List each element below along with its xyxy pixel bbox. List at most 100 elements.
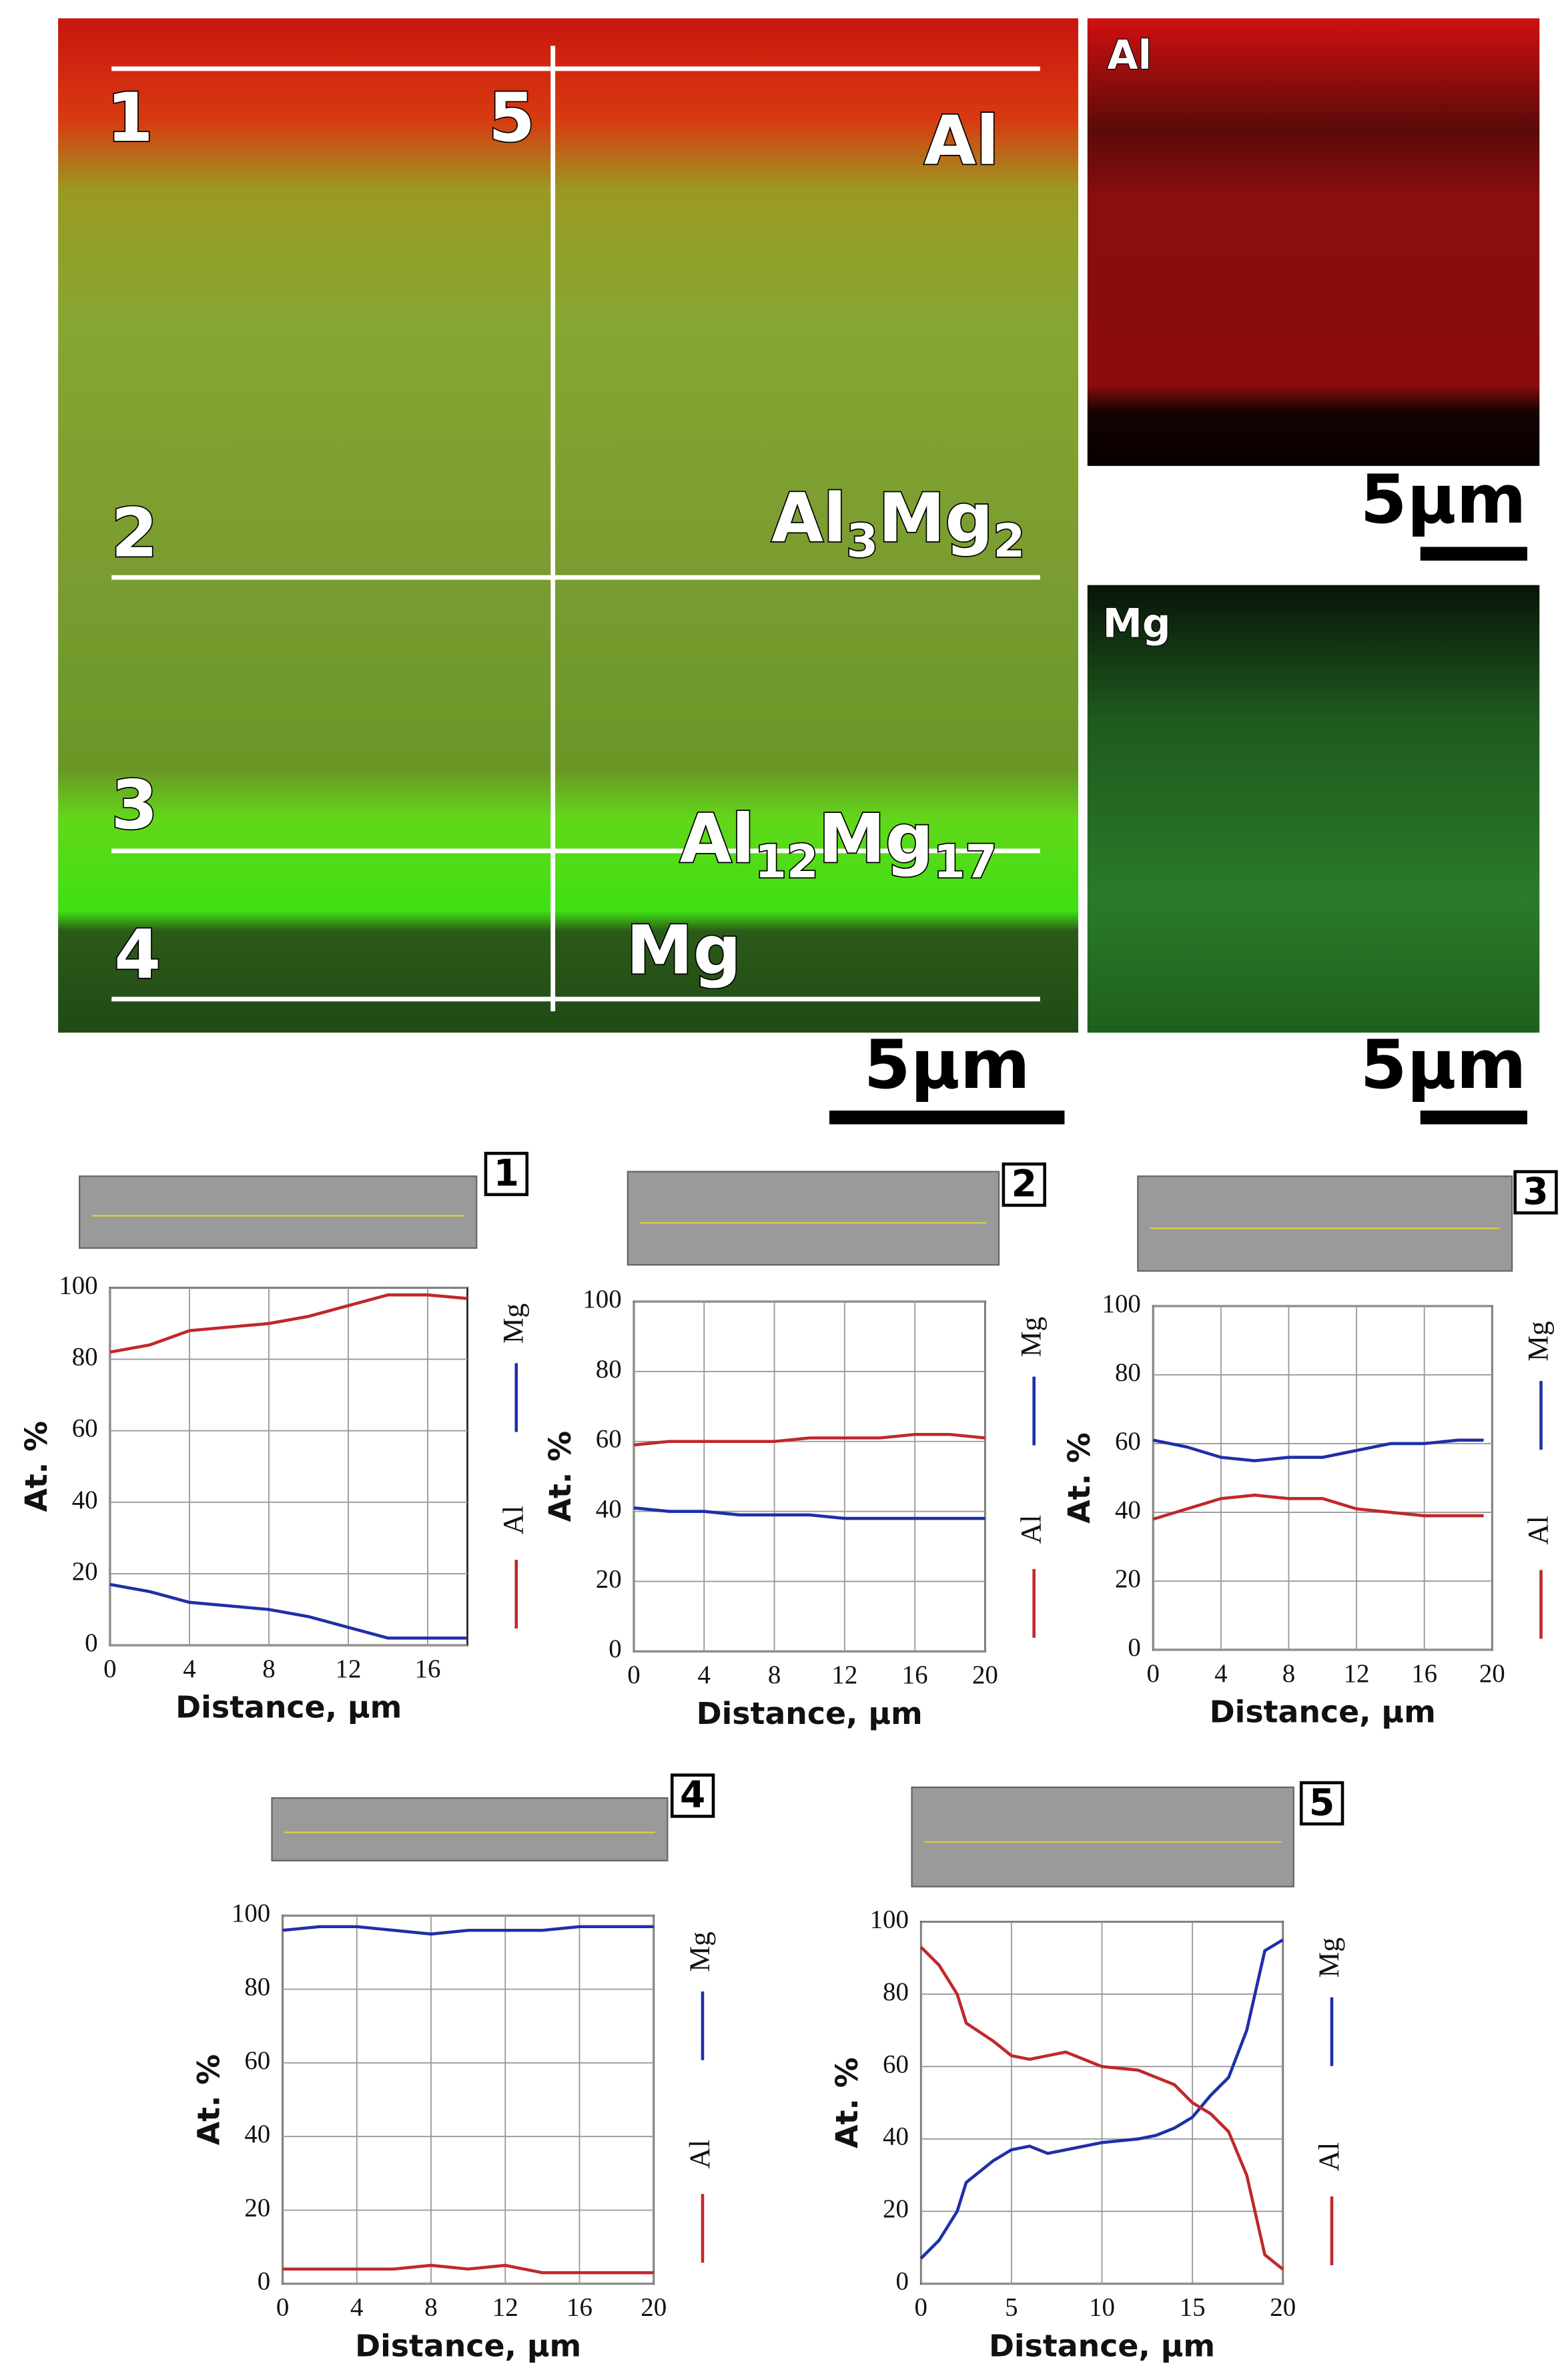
x-tick-label: 16 <box>902 1661 928 1689</box>
series-line <box>1152 1438 1484 1462</box>
y-tick-label: 100 <box>232 1899 270 1927</box>
phase-part: 3 <box>846 515 878 568</box>
y-tick-label: 60 <box>244 2046 270 2075</box>
chart-number: 2 <box>1012 1162 1037 1205</box>
legend-label: Al <box>498 1506 530 1534</box>
line-label: 5 <box>488 79 535 157</box>
chart-number: 3 <box>1523 1170 1548 1213</box>
y-axis-label: At. % <box>191 2054 226 2145</box>
y-tick-label: 40 <box>596 1494 622 1523</box>
x-tick-label: 10 <box>1089 2293 1115 2322</box>
scale-label: 5μm <box>1360 1026 1527 1104</box>
line-label: 2 <box>111 494 158 572</box>
y-tick-label: 20 <box>596 1564 622 1593</box>
x-tick-label: 12 <box>492 2293 518 2322</box>
x-tick-label: 4 <box>698 1661 711 1689</box>
x-tick-label: 12 <box>1344 1659 1370 1688</box>
inset-image <box>627 1171 1000 1266</box>
series-line <box>919 1946 1284 2271</box>
y-tick-label: 80 <box>883 1978 909 2006</box>
y-tick-label: 60 <box>72 1414 98 1443</box>
y-tick-label: 20 <box>883 2194 909 2223</box>
y-tick-label: 80 <box>244 1972 270 2001</box>
x-axis-label: Distance, μm <box>989 2328 1215 2363</box>
map-label: Mg <box>1103 601 1171 647</box>
y-axis-label: At. % <box>542 1431 578 1522</box>
series-line <box>633 1432 986 1447</box>
y-tick-label: 0 <box>609 1634 621 1663</box>
micrograph <box>58 18 1079 1033</box>
plot-area <box>109 1287 468 1647</box>
phase-label: Al12Mg17 <box>680 800 998 888</box>
x-axis-label: Distance, μm <box>697 1696 923 1731</box>
y-tick-label: 100 <box>582 1285 621 1313</box>
number-box <box>1002 1162 1046 1207</box>
y-tick-label: 100 <box>59 1271 97 1299</box>
inset-image <box>78 1175 478 1249</box>
legend-label: Al <box>684 2140 716 2168</box>
series-line <box>919 1938 1284 2260</box>
inset-image <box>911 1786 1294 1887</box>
x-tick-label: 8 <box>1282 1659 1295 1688</box>
x-tick-label: 8 <box>424 2293 437 2322</box>
x-tick-label: 16 <box>415 1655 441 1683</box>
chart-number: 4 <box>680 1773 705 1816</box>
y-tick-label: 80 <box>596 1355 622 1384</box>
x-axis-label: Distance, μm <box>355 2328 581 2363</box>
phase-part: Al <box>680 800 755 878</box>
mg-map <box>1087 585 1540 1033</box>
y-axis-label: At. % <box>19 1421 54 1512</box>
plot-area <box>1152 1305 1493 1651</box>
phase-part: 12 <box>755 836 819 889</box>
x-tick-label: 20 <box>1479 1659 1505 1688</box>
x-tick-label: 8 <box>262 1655 275 1683</box>
chart-number: 1 <box>494 1151 519 1194</box>
phase-part: Mg <box>878 479 993 557</box>
x-axis-label: Distance, μm <box>1210 1695 1436 1730</box>
number-box <box>484 1151 529 1197</box>
al-map <box>1087 18 1540 467</box>
x-tick-label: 4 <box>183 1655 196 1683</box>
series-line <box>282 2263 654 2275</box>
x-tick-label: 20 <box>641 2293 667 2322</box>
y-tick-label: 0 <box>896 2267 909 2296</box>
line-label: 4 <box>114 916 161 994</box>
x-tick-label: 0 <box>627 1661 640 1689</box>
plot-area <box>282 1914 655 2285</box>
scan-lines <box>111 45 1040 1012</box>
phase-part: Mg <box>819 800 933 878</box>
y-tick-label: 40 <box>244 2120 270 2148</box>
x-tick-label: 4 <box>350 2293 363 2322</box>
y-tick-label: 40 <box>883 2122 909 2151</box>
legend-label: Mg <box>498 1303 530 1344</box>
x-tick-label: 5 <box>1005 2293 1018 2322</box>
inset-image <box>271 1797 669 1861</box>
x-tick-label: 4 <box>1214 1659 1227 1688</box>
y-tick-label: 100 <box>870 1905 909 1933</box>
y-tick-label: 60 <box>883 2050 909 2078</box>
x-tick-label: 20 <box>972 1661 998 1689</box>
y-tick-label: 100 <box>1102 1289 1141 1318</box>
phase-label: Al <box>924 101 999 180</box>
y-tick-label: 0 <box>85 1628 97 1657</box>
x-tick-label: 16 <box>566 2293 593 2322</box>
legend-label: Mg <box>684 1931 716 1972</box>
x-tick-label: 16 <box>1411 1659 1437 1688</box>
legend-label: Al <box>1313 2142 1345 2171</box>
y-tick-label: 80 <box>1115 1358 1141 1387</box>
legend-label: Al <box>1523 1516 1555 1544</box>
map-label: Al <box>1108 33 1152 79</box>
phase-part: Mg <box>627 911 741 989</box>
line-label: 1 <box>107 79 153 157</box>
y-tick-label: 80 <box>72 1343 98 1372</box>
y-axis-label: At. % <box>829 2057 865 2148</box>
phase-part: Al <box>771 479 846 557</box>
phase-label: Mg <box>627 911 741 989</box>
x-tick-label: 15 <box>1180 2293 1206 2322</box>
phase-label: Al3Mg2 <box>771 479 1025 568</box>
legend-label: Al <box>1016 1515 1048 1544</box>
y-tick-label: 40 <box>72 1486 98 1514</box>
phase-part: 2 <box>993 515 1025 568</box>
chart-number: 5 <box>1309 1781 1334 1823</box>
